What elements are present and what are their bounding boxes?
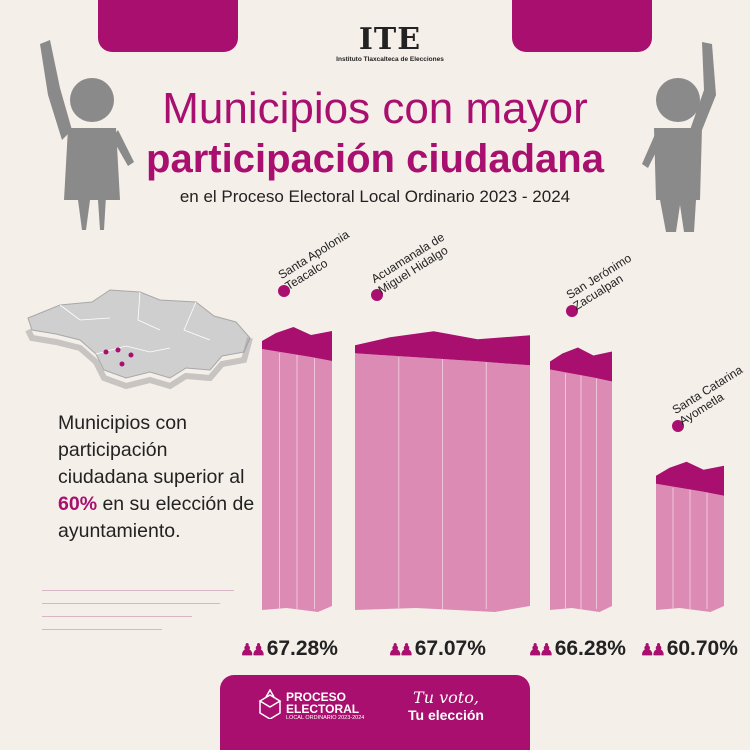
proceso-line2: ELECTORAL bbox=[286, 702, 360, 716]
bar-top bbox=[550, 347, 612, 382]
proceso-line1: PROCESO bbox=[286, 690, 347, 704]
logo-subtitle: Instituto Tlaxcalteca de Elecciones bbox=[336, 56, 444, 63]
top-left-tab bbox=[98, 0, 238, 52]
ballot-box-icon bbox=[258, 689, 282, 719]
value-text: 67.28% bbox=[266, 637, 338, 660]
value-label: ♟♟ 67.07% bbox=[388, 636, 486, 664]
page-subtitle: en el Proceso Electoral Local Ordinario … bbox=[179, 187, 571, 206]
bar-top bbox=[656, 461, 724, 496]
category-dot bbox=[566, 305, 578, 318]
raised-hand-person-icon-left bbox=[40, 40, 134, 230]
tlaxcala-map-icon bbox=[25, 289, 253, 390]
bar-3 bbox=[656, 461, 724, 612]
slogan-line2: Tu elección bbox=[408, 707, 484, 723]
people-icon: ♟♟ bbox=[640, 642, 666, 659]
people-icon: ♟♟ bbox=[388, 642, 414, 659]
bar-1 bbox=[355, 331, 530, 612]
category-dot bbox=[371, 289, 383, 302]
value-label: ♟♟ 66.28% bbox=[528, 636, 626, 664]
decorative-lines bbox=[42, 590, 234, 642]
description-text: Municipios con participación ciudadana s… bbox=[58, 410, 258, 545]
category-dot bbox=[672, 419, 684, 432]
description-after: en su elección de ayuntamiento. bbox=[58, 493, 255, 542]
value-text: 66.28% bbox=[554, 637, 626, 660]
description-before: Municipios con participación ciudadana s… bbox=[58, 412, 245, 488]
value-label: ♟♟ 67.28% bbox=[240, 636, 338, 664]
footer-banner: PROCESO ELECTORAL LOCAL ORDINARIO 2023-2… bbox=[220, 675, 530, 750]
page-title-line1: Municipios con mayor bbox=[162, 84, 588, 133]
top-right-tab bbox=[512, 0, 652, 52]
logo-text: ITE bbox=[358, 22, 422, 57]
page-title-line2: participación ciudadana bbox=[146, 137, 604, 181]
people-icon: ♟♟ bbox=[528, 642, 554, 659]
bar-2 bbox=[550, 347, 612, 612]
category-dot bbox=[278, 285, 290, 297]
proceso-electoral-logo: PROCESO ELECTORAL LOCAL ORDINARIO 2023-2… bbox=[286, 691, 364, 722]
value-text: 67.07% bbox=[414, 637, 486, 660]
slogan-line1: Tu voto, bbox=[413, 688, 479, 707]
people-icon: ♟♟ bbox=[240, 642, 266, 659]
slogan: Tu voto, Tu elección bbox=[408, 688, 484, 724]
bar-0 bbox=[262, 327, 332, 612]
bar-top bbox=[355, 331, 530, 366]
description-highlight: 60% bbox=[58, 493, 98, 515]
proceso-line3: LOCAL ORDINARIO 2023-2024 bbox=[286, 715, 365, 721]
ite-logo: ITE Instituto Tlaxcalteca de Elecciones bbox=[335, 24, 445, 68]
bar-top bbox=[262, 327, 332, 361]
value-label: ♟♟ 60.70% bbox=[640, 636, 738, 664]
value-text: 60.70% bbox=[666, 637, 738, 660]
raised-hand-person-icon-right bbox=[642, 42, 716, 232]
